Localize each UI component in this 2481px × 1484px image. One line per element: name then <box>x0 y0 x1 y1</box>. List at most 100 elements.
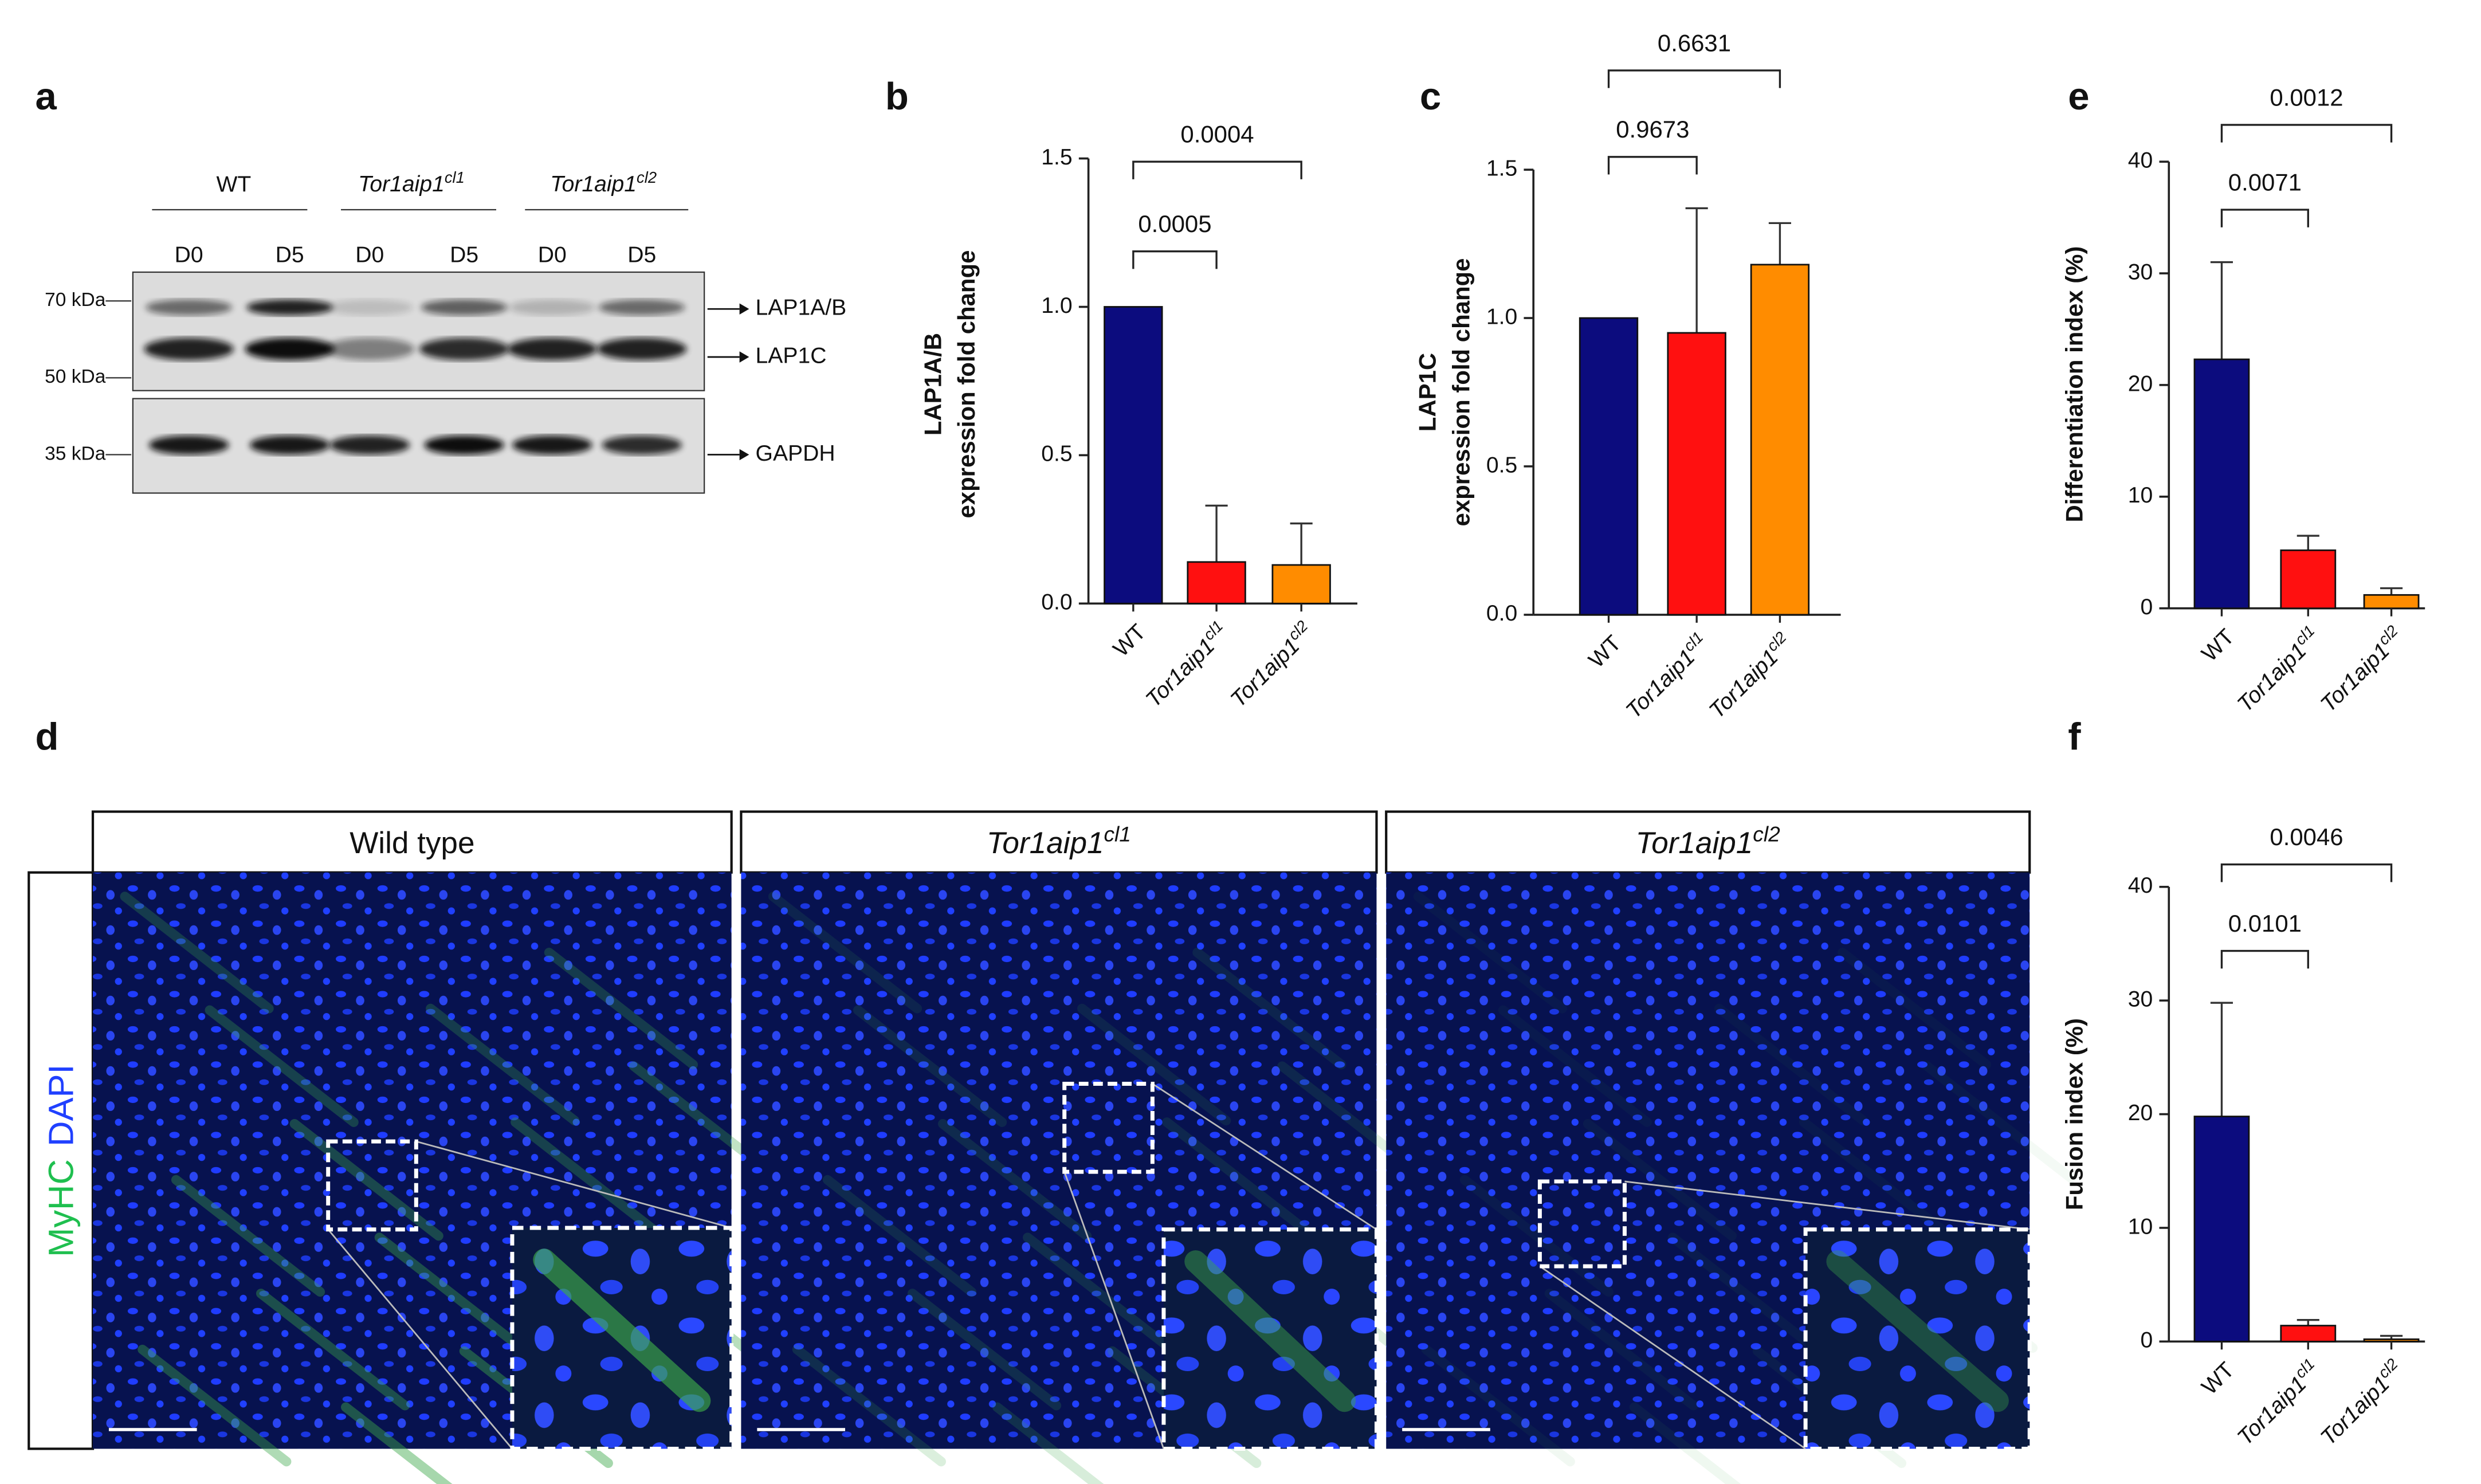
microscopy: d MyHC DAPI Wild type Tor1aip1cl1 Tor1aip1cl2 <box>28 716 2076 1484</box>
lane-label: D5 <box>276 242 304 267</box>
myotube <box>1023 1232 1177 1355</box>
band <box>602 435 682 455</box>
y-tick-label: 40 <box>2128 873 2153 898</box>
myotube <box>907 1289 1062 1411</box>
band <box>325 337 415 360</box>
y-tick-label: 0.0 <box>1486 601 1517 626</box>
myotube <box>511 1117 665 1239</box>
y-tick-label: 40 <box>2128 148 2153 173</box>
myotube <box>1498 1005 1652 1127</box>
x-tick-label: WT <box>1584 631 1626 673</box>
y-axis-label: Differentiation index (%) <box>2060 246 2087 523</box>
myotube <box>1799 1117 1953 1239</box>
arrow-head <box>739 303 749 315</box>
y-tick-label: 20 <box>2128 1101 2153 1125</box>
panel-letter: f <box>2068 716 2081 759</box>
y-tick-label: 0.5 <box>1486 453 1517 477</box>
zoom-box <box>1062 1082 1155 1174</box>
band <box>424 435 504 455</box>
significance-bracket <box>1607 156 1698 175</box>
y-tick-label: 1.5 <box>1486 156 1517 180</box>
marker-label: 70 kDa <box>45 289 106 311</box>
bar <box>1271 564 1331 604</box>
inset-myotube <box>533 1249 711 1412</box>
y-tick-label: 30 <box>2128 987 2153 1012</box>
condition-header <box>740 810 1378 874</box>
y-axis-label: Fusion index (%) <box>2060 1018 2087 1210</box>
significance-bracket <box>1132 250 1218 269</box>
group-label: Tor1aip1cl2 <box>550 168 657 197</box>
y-tick-label: 1.0 <box>1041 293 1072 318</box>
x-tick-label: Tor1aip1cl2 <box>2314 1355 2409 1450</box>
myotube <box>1077 1003 1231 1126</box>
p-value: 0.0012 <box>2270 84 2343 111</box>
significance-bracket <box>1607 69 1781 88</box>
western-blot: a WT Tor1aip1cl1 Tor1aip1cl2 D0 D5 D0 D5 D0 D5 70 … <box>35 75 847 494</box>
myotube <box>1629 1402 1741 1484</box>
myotube <box>374 1232 528 1355</box>
side-label-box <box>28 871 95 1450</box>
zoom-box <box>1537 1179 1627 1269</box>
condition-label: Tor1aip1cl2 <box>1636 822 1780 860</box>
group-label: Tor1aip1cl1 <box>358 168 465 197</box>
y-tick-label: 0.5 <box>1041 442 1072 466</box>
band <box>598 299 685 316</box>
y-tick-label: 10 <box>2128 483 2153 508</box>
bar-chart: f Fusion index (%) 0 10 20 30 40 WTTor1aip1cl1T… <box>2060 716 2425 1450</box>
bar-chart: c LAP1C expression fold change 0.0 0.5 1.0 1.5… <box>1414 29 1841 724</box>
myotube <box>544 948 698 1070</box>
myotube <box>1192 948 1347 1070</box>
myotube <box>768 892 922 1014</box>
myotube <box>1162 1117 1316 1239</box>
marker-label: 35 kDa <box>45 443 106 464</box>
zoom-line <box>1624 1180 2030 1231</box>
stain-name: DAPI <box>42 1064 81 1146</box>
stain-name: MyHC <box>42 1159 81 1257</box>
myotube <box>792 1344 946 1467</box>
lane-label: D0 <box>175 242 203 267</box>
myotube <box>938 1118 1092 1241</box>
y-axis-label: expression fold change <box>953 250 980 519</box>
group-label: WT <box>216 172 251 197</box>
bar <box>1667 332 1726 616</box>
band-label: GAPDH <box>756 441 835 466</box>
bar <box>2363 1338 2420 1342</box>
band <box>512 435 592 455</box>
zoom-line <box>1539 1265 1806 1450</box>
myotube <box>138 1344 292 1467</box>
y-tick-label: 30 <box>2128 260 2153 284</box>
p-value: 0.0005 <box>1138 210 1211 237</box>
y-tick-label: 0 <box>2141 1328 2153 1353</box>
stain-label: MyHC DAPI <box>42 1064 81 1257</box>
band-label: LAP1C <box>756 343 827 368</box>
band <box>596 337 687 360</box>
band <box>144 337 234 360</box>
p-value: 0.9673 <box>1616 116 1689 143</box>
x-tick-label: WT <box>2197 1357 2239 1399</box>
inset-frame <box>510 1226 734 1451</box>
y-tick-label: 20 <box>2128 371 2153 396</box>
panel-letter: c <box>1420 75 1441 118</box>
condition-label: Wild type <box>350 826 474 860</box>
lane-label: D5 <box>450 242 478 267</box>
band <box>146 299 233 316</box>
band <box>246 299 333 316</box>
p-value: 0.6631 <box>1658 29 1731 56</box>
p-value: 0.0101 <box>2228 910 2302 937</box>
bar <box>2280 1325 2337 1342</box>
x-tick-label: Tor1aip1cl1 <box>2230 622 2325 717</box>
band <box>326 299 413 316</box>
bar <box>1104 306 1163 604</box>
lane-label: D0 <box>538 242 567 267</box>
p-value: 0.0071 <box>2228 168 2302 195</box>
band <box>419 337 509 360</box>
significance-bracket <box>1132 160 1302 179</box>
inset-image <box>1163 1229 1377 1449</box>
myotube <box>822 1175 977 1297</box>
x-tick-label: Tor1aip1cl1 <box>2230 1355 2325 1450</box>
p-value: 0.0046 <box>2270 823 2343 850</box>
band-label: LAP1A/B <box>756 296 847 320</box>
myotube <box>171 1175 325 1297</box>
lane-label: D0 <box>355 242 384 267</box>
